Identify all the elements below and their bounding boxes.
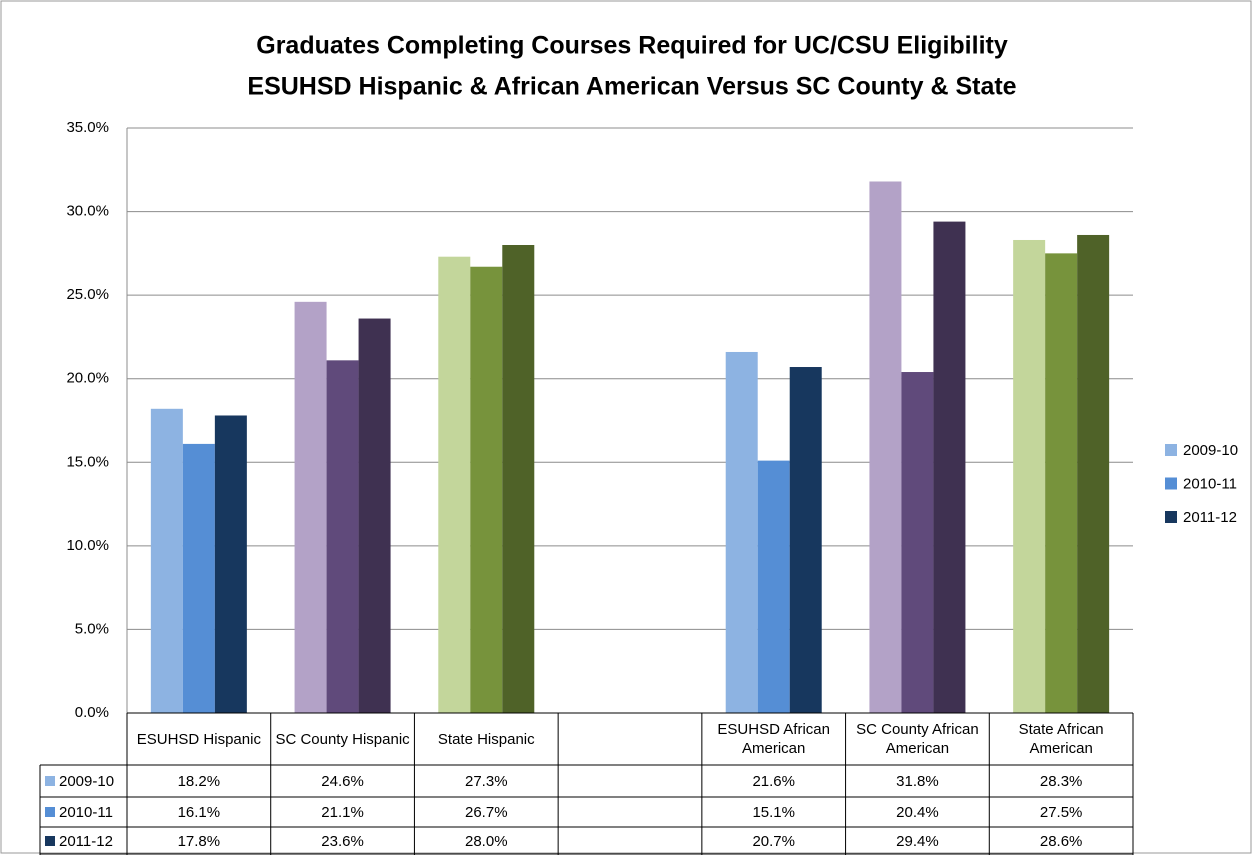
x-tick-label: SC County Hispanic (275, 730, 410, 748)
y-tick-label: 0.0% (75, 704, 109, 721)
bar (294, 301, 327, 713)
bar (470, 266, 503, 713)
bar (1077, 234, 1110, 713)
y-tick-label: 5.0% (75, 620, 109, 637)
bar (757, 460, 790, 713)
table-value: 15.1% (752, 804, 795, 821)
chart-subtitle: ESUHSD Hispanic & African American Versu… (247, 73, 1016, 101)
bar (358, 318, 391, 713)
bar (725, 351, 758, 713)
table-value: 28.3% (1040, 773, 1083, 790)
legend-key (1165, 477, 1177, 490)
bar (933, 221, 966, 713)
table-value: 31.8% (896, 773, 939, 790)
chart-title: Graduates Completing Courses Required fo… (256, 32, 1008, 60)
bar (182, 443, 215, 713)
category-cell: SC County Hispanic (275, 730, 410, 748)
legend-label: 2009-10 (1183, 442, 1238, 459)
category-cell: ESUHSD Hispanic (136, 730, 261, 748)
x-tick-label: ESUHSD Hispanic (136, 730, 261, 748)
table-series-name: 2011-12 (59, 833, 113, 850)
table-legend-key (45, 836, 55, 846)
y-tick-label: 15.0% (66, 453, 109, 470)
y-tick-label: 10.0% (66, 537, 109, 554)
category-cell: State Hispanic (437, 730, 535, 748)
table-value: 27.3% (465, 773, 508, 790)
y-tick-label: 35.0% (66, 119, 109, 136)
legend-label: 2011-12 (1183, 509, 1237, 526)
y-tick-label: 25.0% (66, 286, 109, 303)
table-value: 20.4% (896, 804, 939, 821)
table-value: 23.6% (321, 833, 364, 850)
bar (789, 367, 822, 713)
table-value: 18.2% (178, 773, 221, 790)
category-cell: ESUHSD African American (717, 721, 830, 757)
bar (214, 415, 247, 713)
category-cell: State African American (1018, 721, 1104, 757)
bar (438, 256, 471, 713)
x-tick-label: State Hispanic (437, 730, 535, 748)
table-value: 24.6% (321, 773, 364, 790)
table-value: 28.0% (465, 833, 508, 850)
bar (326, 360, 359, 713)
table-legend-key (45, 776, 55, 786)
table-value: 21.6% (752, 773, 795, 790)
legend-key (1165, 444, 1177, 456)
table-value: 26.7% (465, 804, 508, 821)
category-cell: SC County African American (856, 721, 979, 757)
y-tick-label: 20.0% (66, 370, 109, 387)
bar (1013, 239, 1046, 713)
table-value: 27.5% (1040, 804, 1083, 821)
table-legend-key (45, 807, 55, 817)
legend-label: 2010-11 (1183, 475, 1237, 492)
bar (1045, 253, 1078, 713)
table-value: 21.1% (321, 804, 364, 821)
table-value: 28.6% (1040, 833, 1083, 850)
bar (502, 245, 535, 713)
table-series-name: 2010-11 (59, 804, 113, 821)
table-value: 20.7% (752, 833, 795, 850)
y-tick-label: 30.0% (66, 203, 109, 220)
table-value: 16.1% (178, 804, 221, 821)
table-series-name: 2009-10 (59, 773, 114, 790)
legend-key (1165, 511, 1177, 523)
table-value: 17.8% (178, 833, 221, 850)
x-tick-label: SC County African American (856, 721, 979, 757)
x-tick-label: State African American (1018, 721, 1104, 757)
bar (150, 408, 183, 713)
x-tick-label: ESUHSD African American (717, 721, 830, 757)
bar (901, 372, 934, 713)
table-value: 29.4% (896, 833, 939, 850)
bar (869, 181, 902, 713)
